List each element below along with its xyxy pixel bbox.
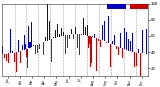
Bar <box>95 38 96 48</box>
Bar <box>84 27 85 35</box>
Bar <box>83 18 84 35</box>
Bar <box>75 27 76 34</box>
Bar <box>94 34 95 37</box>
Bar <box>99 25 100 39</box>
Bar <box>14 52 15 62</box>
Bar <box>10 29 11 53</box>
Bar <box>71 29 72 34</box>
Bar <box>77 34 78 48</box>
Bar <box>47 4 48 41</box>
Bar <box>116 46 117 49</box>
Bar <box>118 47 119 55</box>
Bar <box>34 46 35 50</box>
Bar <box>61 28 62 36</box>
Bar <box>88 36 89 48</box>
Bar <box>81 34 82 35</box>
Bar <box>25 44 26 49</box>
Bar <box>134 52 135 67</box>
Bar <box>21 45 22 51</box>
Bar <box>65 35 66 54</box>
Bar <box>85 27 86 35</box>
Bar <box>69 35 70 39</box>
Bar <box>98 39 99 41</box>
Bar <box>68 21 69 35</box>
Bar <box>107 42 108 59</box>
Bar <box>79 35 80 55</box>
Bar <box>59 33 60 37</box>
Bar <box>33 45 34 46</box>
Bar <box>55 30 56 38</box>
Bar <box>142 30 143 54</box>
Bar <box>110 44 111 67</box>
Bar <box>132 33 133 52</box>
Bar <box>91 37 92 63</box>
Bar <box>126 32 127 50</box>
Bar <box>73 34 74 39</box>
Bar <box>2 46 3 54</box>
Bar <box>100 40 101 47</box>
Bar <box>92 36 93 37</box>
Bar <box>29 42 30 48</box>
Bar <box>80 35 81 49</box>
Bar <box>37 45 38 53</box>
Bar <box>102 25 103 40</box>
Bar <box>18 40 19 52</box>
Bar <box>45 37 46 41</box>
Bar <box>49 21 50 40</box>
Bar <box>87 25 88 36</box>
Bar <box>8 53 9 63</box>
Bar <box>53 37 54 38</box>
Bar <box>67 35 68 48</box>
Bar <box>51 39 52 62</box>
Bar <box>124 28 125 49</box>
Bar <box>106 42 107 43</box>
Bar <box>6 54 7 61</box>
Bar <box>26 49 27 57</box>
Bar <box>103 24 104 41</box>
Bar <box>130 41 131 51</box>
Bar <box>136 53 137 66</box>
Bar <box>30 42 31 48</box>
Bar <box>63 32 64 36</box>
Bar <box>96 38 97 71</box>
Bar <box>76 27 77 34</box>
Bar <box>138 49 139 53</box>
Bar <box>146 29 147 54</box>
Bar <box>57 24 58 37</box>
Bar <box>112 41 113 44</box>
Bar <box>108 16 109 43</box>
Bar <box>114 35 115 45</box>
Bar <box>128 39 129 51</box>
Bar <box>4 54 5 58</box>
Bar <box>22 45 23 50</box>
Bar <box>122 48 123 58</box>
Bar <box>104 21 105 41</box>
Bar <box>120 33 121 48</box>
Bar <box>145 54 146 67</box>
